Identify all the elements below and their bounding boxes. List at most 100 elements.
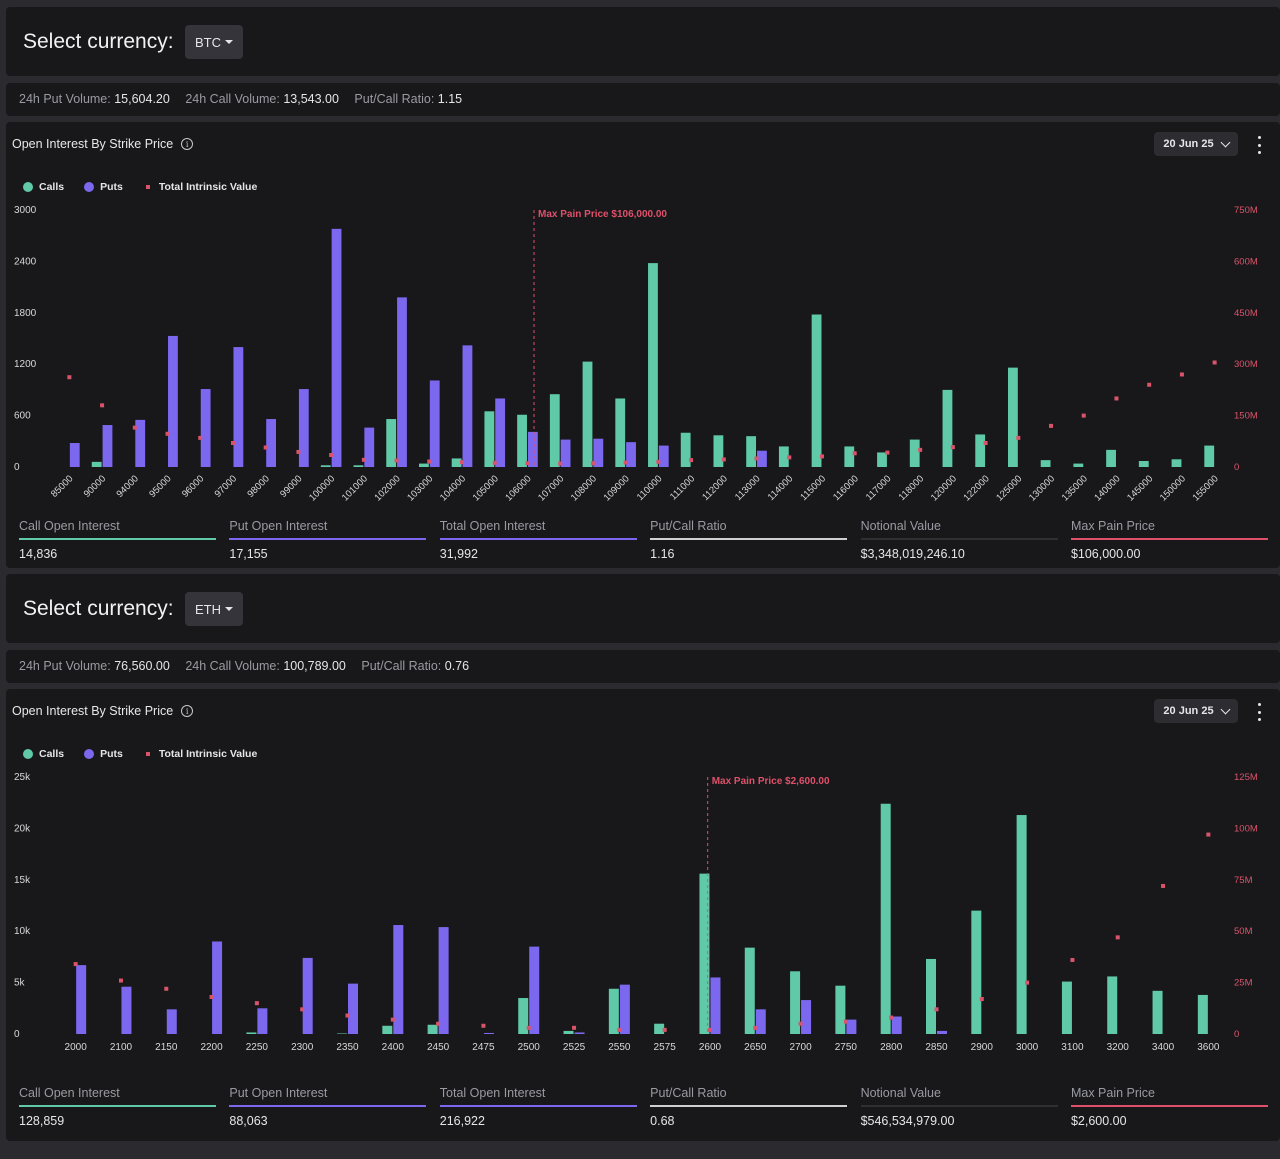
metric-underline <box>19 538 216 540</box>
x-tick-label: 145000 <box>1125 473 1155 503</box>
x-tick-label: 107000 <box>536 473 566 503</box>
call-bar <box>909 439 920 467</box>
x-tick-label: 2150 <box>155 1042 178 1053</box>
x-tick-label: 3100 <box>1061 1042 1084 1053</box>
intrinsic-value-point <box>118 978 123 983</box>
chart-title-text: Open Interest By Strike Price <box>12 704 174 718</box>
intrinsic-value-point <box>1179 372 1184 377</box>
intrinsic-value-point <box>889 1015 894 1020</box>
intrinsic-value-point <box>852 451 857 456</box>
intrinsic-value-point <box>427 459 432 464</box>
intrinsic-value-point <box>918 447 923 452</box>
legend-puts[interactable]: Puts <box>84 181 123 193</box>
chart-title-text: Open Interest By Strike Price <box>12 137 174 151</box>
put-bar <box>331 228 342 467</box>
metric-value: 17,155 <box>229 547 268 561</box>
call-bar <box>1107 976 1118 1034</box>
x-tick-label: 2600 <box>699 1042 722 1053</box>
intrinsic-value-point <box>754 456 759 461</box>
x-tick-label: 2800 <box>880 1042 903 1053</box>
metric-label: Put Open Interest <box>229 1086 328 1100</box>
put-bar <box>527 431 538 467</box>
intrinsic-value-point <box>361 457 366 462</box>
x-tick-label: 3000 <box>1016 1042 1039 1053</box>
x-tick-label: 2700 <box>789 1042 812 1053</box>
expiry-dropdown[interactable]: 20 Jun 25 <box>1154 132 1238 156</box>
legend-calls[interactable]: Calls <box>23 748 64 760</box>
open-interest-chart: 0 600 1200 1800 2400 3000 0 150M 300M 450M 600M 750… <box>14 205 1258 504</box>
intrinsic-value-point <box>1016 435 1021 440</box>
metric-value: $2,600.00 <box>1070 1114 1127 1128</box>
x-tick-label: 117000 <box>864 473 894 503</box>
put-bar <box>891 1016 902 1034</box>
currency-dropdown[interactable]: ETH <box>185 592 243 626</box>
x-tick-label: 106000 <box>503 473 533 503</box>
call-bar <box>942 389 953 467</box>
call-bar <box>1197 994 1208 1034</box>
info-icon[interactable]: i <box>181 138 194 150</box>
call-bar <box>746 436 757 467</box>
call-bar <box>1171 459 1182 467</box>
x-tick-label: 99000 <box>278 473 304 499</box>
put-bar <box>69 443 80 467</box>
x-tick-label: 94000 <box>114 473 140 499</box>
call-bar <box>517 414 527 467</box>
intrinsic-value-point <box>979 997 984 1002</box>
currency-selector-panel: Select currency: BTC <box>6 7 1280 76</box>
intrinsic-value-point <box>558 461 563 466</box>
call-bar <box>337 1033 347 1034</box>
x-tick-label: 98000 <box>245 473 271 499</box>
intrinsic-value-point <box>481 1023 486 1028</box>
more-options-icon[interactable] <box>1254 703 1264 721</box>
call-bar <box>615 398 626 467</box>
call-bar <box>880 803 891 1034</box>
metric-call-open-interest: Call Open Interest 128,859 <box>19 1086 216 1128</box>
call-bar <box>744 947 755 1034</box>
more-options-icon[interactable] <box>1254 136 1264 154</box>
caret-down-icon <box>225 40 233 44</box>
legend-puts[interactable]: Puts <box>84 748 123 760</box>
call-bar <box>246 1032 257 1034</box>
intrinsic-value-point <box>721 457 726 462</box>
put-bar <box>298 389 309 467</box>
call-bar <box>518 998 529 1034</box>
y-tick-label: 0 <box>14 1029 20 1040</box>
x-tick-label: 2575 <box>654 1042 677 1053</box>
put-bar <box>121 986 132 1034</box>
metric-value: $106,000.00 <box>1070 547 1141 561</box>
chart-legend: Calls Puts Total Intrinsic Value <box>23 181 257 193</box>
metric-call-open-interest: Call Open Interest 14,836 <box>19 519 216 561</box>
x-tick-label: 125000 <box>994 473 1024 503</box>
x-tick-label: 2450 <box>427 1042 450 1053</box>
info-icon[interactable]: i <box>181 705 194 717</box>
put-bar <box>233 347 244 467</box>
call-bar <box>971 910 982 1034</box>
legend-total-intrinsic-value[interactable]: Total Intrinsic Value <box>143 181 257 193</box>
y2-tick-label: 300M <box>1234 359 1258 370</box>
intrinsic-value-point <box>198 435 203 440</box>
x-tick-label: 114000 <box>766 473 796 503</box>
x-tick-label: 2500 <box>518 1042 541 1053</box>
x-tick-label: 2650 <box>744 1042 767 1053</box>
x-tick-label: 2300 <box>291 1042 314 1053</box>
expiry-value: 20 Jun 25 <box>1163 138 1214 150</box>
calls-dot-icon <box>23 182 33 192</box>
x-tick-label: 2350 <box>336 1042 359 1053</box>
x-tick-label: 112000 <box>700 473 730 503</box>
x-tick-label: 2900 <box>971 1042 994 1053</box>
currency-dropdown[interactable]: BTC <box>185 25 243 59</box>
legend-calls[interactable]: Calls <box>23 181 64 193</box>
x-tick-label: 118000 <box>897 473 927 503</box>
call-bar <box>835 985 846 1034</box>
intrinsic-value-point <box>526 1025 531 1030</box>
intrinsic-value-point <box>165 431 170 436</box>
metric-value: $3,348,019,246.10 <box>860 547 965 561</box>
intrinsic-value-point <box>1070 957 1075 962</box>
put-bar <box>200 389 211 467</box>
put-call-ratio-value: 0.76 <box>444 659 470 673</box>
expiry-dropdown[interactable]: 20 Jun 25 <box>1154 699 1238 723</box>
legend-total-intrinsic-value[interactable]: Total Intrinsic Value <box>143 748 257 760</box>
metric-put-open-interest: Put Open Interest 88,063 <box>229 1086 427 1128</box>
metric-underline <box>229 1105 427 1107</box>
put-bar <box>495 398 506 467</box>
